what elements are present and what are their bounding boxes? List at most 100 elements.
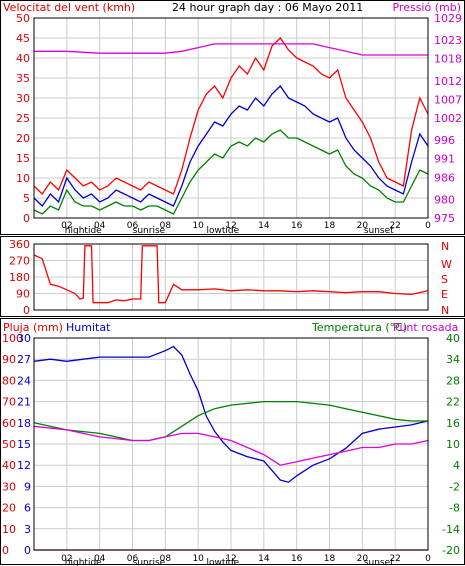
x-tick-label: 10 bbox=[192, 554, 204, 564]
x-tick-label: 12 bbox=[225, 221, 236, 231]
temperature-y-tick: 10 bbox=[446, 438, 460, 451]
temperature-y-tick: -14 bbox=[442, 523, 460, 536]
temperature-y-tick: 4 bbox=[453, 459, 460, 472]
series-line-average bbox=[33, 84, 429, 208]
series-line-minimum bbox=[33, 129, 429, 215]
x-tick-label: 16 bbox=[291, 221, 303, 231]
pressure-y-tick: 980 bbox=[434, 193, 455, 206]
humidity-y-tick: 9 bbox=[24, 480, 31, 493]
x-tick-label: 12 bbox=[225, 554, 236, 564]
x-tick-label: 22 bbox=[389, 221, 400, 231]
direction-label-w: W bbox=[441, 258, 452, 271]
pressure-y-tick: 975 bbox=[434, 212, 455, 225]
x-tick-label: 14 bbox=[258, 221, 270, 231]
series-line-pressure bbox=[34, 43, 428, 56]
direction-label-n-top: N bbox=[441, 240, 449, 253]
pressure-y-tick: 1029 bbox=[434, 12, 462, 25]
wind-y-tick: 50 bbox=[16, 12, 30, 25]
x-tick-label: 10 bbox=[192, 221, 204, 231]
temperature-y-tick: 28 bbox=[446, 374, 460, 387]
humidity-y-tick: 24 bbox=[17, 374, 31, 387]
wind-y-tick: 20 bbox=[16, 132, 30, 145]
wind-y-tick: 25 bbox=[16, 112, 30, 125]
direction-y-tick: 90 bbox=[16, 288, 30, 301]
x-tick-label: 06 bbox=[127, 554, 139, 564]
humidity-axis-title: Humitat bbox=[66, 321, 111, 334]
x-event-label: lowtide bbox=[206, 558, 239, 566]
x-tick-label: 02 bbox=[61, 554, 72, 564]
temperature-y-tick: 22 bbox=[446, 396, 460, 409]
direction-frame bbox=[33, 243, 429, 311]
wind-axis-title: Velocitat del vent (kmh) bbox=[3, 1, 135, 14]
x-event-label: sunset bbox=[364, 226, 394, 236]
direction-y-tick: 360 bbox=[9, 238, 30, 251]
rain-y-tick: 30 bbox=[2, 480, 16, 493]
rain-y-tick: 40 bbox=[2, 459, 16, 472]
series-line-punt-rosada bbox=[33, 425, 429, 466]
rain-axis-title: Pluja (mm) bbox=[3, 321, 63, 334]
direction-label-n-bottom: N bbox=[441, 304, 449, 317]
pressure-y-tick: 991 bbox=[434, 153, 455, 166]
wind-y-tick: 30 bbox=[16, 92, 30, 105]
pressure-axis-title: Pressió (mb) bbox=[392, 1, 461, 14]
humidity-y-tick: 18 bbox=[17, 417, 31, 430]
series-line-humitat bbox=[33, 345, 429, 483]
wind-y-tick: 45 bbox=[16, 32, 30, 45]
humidity-y-tick: 3 bbox=[24, 523, 31, 536]
rain-y-tick: 70 bbox=[2, 396, 16, 409]
x-event-label: sunset bbox=[364, 558, 394, 566]
temperature-y-tick: -2 bbox=[449, 480, 460, 493]
x-event-label: sunrise bbox=[133, 226, 166, 236]
pressure-y-tick: 986 bbox=[434, 171, 455, 184]
humidity-y-tick: 27 bbox=[17, 353, 31, 366]
wind-y-tick: 40 bbox=[16, 52, 30, 65]
pressure-y-tick: 1002 bbox=[434, 112, 462, 125]
temperature-y-tick: 34 bbox=[446, 353, 460, 366]
wind-frame bbox=[33, 17, 429, 219]
pressure-y-tick: 1012 bbox=[434, 75, 462, 88]
x-tick-label: 06 bbox=[127, 221, 139, 231]
x-event-label: lowtide bbox=[206, 226, 239, 236]
x-tick-label: 20 bbox=[357, 554, 369, 564]
humidity-y-tick: 6 bbox=[24, 502, 31, 515]
x-tick-label: 04 bbox=[94, 221, 106, 231]
temperature-y-tick: -20 bbox=[442, 544, 460, 557]
x-tick-label: 22 bbox=[389, 554, 400, 564]
x-event-label: hightide bbox=[65, 558, 102, 566]
rain-y-tick: 60 bbox=[2, 417, 16, 430]
x-event-label: hightide bbox=[65, 226, 102, 236]
rain-y-tick: 90 bbox=[2, 353, 16, 366]
wind-y-tick: 5 bbox=[23, 192, 30, 205]
humidity-y-tick: 0 bbox=[24, 544, 31, 557]
chart-title: 24 hour graph day : 06 Mayo 2011 bbox=[172, 1, 363, 14]
temperature-y-tick: 40 bbox=[446, 332, 460, 345]
x-tick-label: 0 bbox=[425, 221, 431, 231]
x-tick-label: 14 bbox=[258, 554, 270, 564]
x-tick-label: 20 bbox=[357, 221, 369, 231]
x-event-label: sunrise bbox=[133, 558, 166, 566]
x-tick-label: 18 bbox=[324, 554, 336, 564]
x-tick-label: 18 bbox=[324, 221, 336, 231]
pressure-y-tick: 1023 bbox=[434, 34, 462, 47]
x-tick-label: 04 bbox=[94, 554, 106, 564]
rain-y-tick: 20 bbox=[2, 502, 16, 515]
bottom-frame bbox=[33, 337, 429, 551]
pressure-y-tick: 1018 bbox=[434, 53, 462, 66]
x-tick-label: 16 bbox=[291, 554, 303, 564]
temperature-y-tick: -8 bbox=[449, 502, 460, 515]
direction-label-e: E bbox=[441, 288, 448, 301]
wind-y-tick: 15 bbox=[16, 152, 30, 165]
direction-y-tick: 270 bbox=[9, 255, 30, 268]
direction-label-s: S bbox=[441, 273, 448, 286]
rain-y-tick: 80 bbox=[2, 374, 16, 387]
humidity-y-tick: 21 bbox=[17, 396, 31, 409]
x-tick-label: 02 bbox=[61, 221, 72, 231]
humidity-y-tick: 30 bbox=[17, 332, 31, 345]
rain-y-tick: 10 bbox=[2, 523, 16, 536]
humidity-y-tick: 15 bbox=[17, 438, 31, 451]
x-tick-label: 0 bbox=[425, 554, 431, 564]
humidity-y-tick: 12 bbox=[17, 459, 31, 472]
rain-y-tick: 50 bbox=[2, 438, 16, 451]
pressure-y-tick: 1007 bbox=[434, 93, 462, 106]
